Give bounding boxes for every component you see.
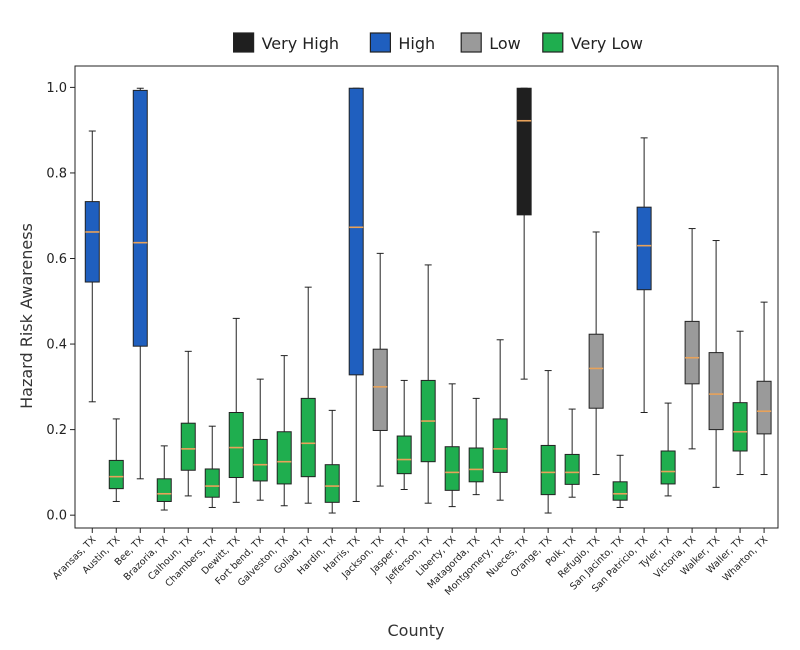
box-14 <box>396 379 412 490</box>
box-9 <box>276 355 292 507</box>
box-body <box>588 333 604 409</box>
box-body <box>492 418 508 473</box>
box-body <box>564 453 580 485</box>
box-body <box>348 87 364 376</box>
box-5 <box>180 350 196 497</box>
y-tick-label-0: 0.0 <box>46 509 67 524</box>
box-2 <box>108 418 124 502</box>
legend-label: Very High <box>262 34 339 53</box>
y-tick-label-5: 1.0 <box>46 81 67 96</box>
box-21 <box>564 408 580 498</box>
legend-item-1: Very High <box>233 32 339 53</box>
box-body <box>132 89 148 347</box>
box-3 <box>132 87 148 480</box>
box-8 <box>252 378 268 501</box>
box-body <box>444 446 460 491</box>
box-body <box>516 87 532 216</box>
legend-swatch <box>542 32 564 53</box>
box-16 <box>444 383 460 508</box>
box-body <box>732 402 748 452</box>
plot-frame <box>74 65 779 529</box>
box-body <box>180 422 196 471</box>
box-7 <box>228 317 244 503</box>
box-body <box>660 450 676 485</box>
box-28 <box>732 330 748 476</box>
box-26 <box>684 228 700 450</box>
box-27 <box>708 240 724 488</box>
y-tick-label-2: 0.4 <box>46 338 67 353</box>
box-body <box>708 352 724 431</box>
y-tick-label-4: 0.8 <box>46 166 67 181</box>
legend-item-2: High <box>369 32 435 53</box>
y-axis: 0.0 0.2 0.4 0.6 0.8 1.0 <box>46 81 75 524</box>
box-body <box>756 380 772 435</box>
box-25 <box>660 402 676 497</box>
chart-legend: Very High High Low Very Low <box>233 32 643 53</box>
box-body <box>228 412 244 479</box>
box-19 <box>516 87 532 380</box>
legend-label: Very Low <box>571 34 643 53</box>
box-20 <box>540 370 556 514</box>
legend-item-4: Very Low <box>542 32 643 53</box>
legend-swatch <box>369 32 391 53</box>
box-body <box>156 478 172 502</box>
box-body <box>636 206 652 291</box>
box-body <box>276 431 292 485</box>
box-13 <box>372 252 388 487</box>
y-tick-label-1: 0.2 <box>46 423 67 438</box>
box-15 <box>420 264 436 504</box>
box-body <box>204 468 220 498</box>
box-body <box>324 464 340 503</box>
box-1 <box>84 130 100 403</box>
box-6 <box>204 425 220 508</box>
y-tick-label-3: 0.6 <box>46 252 67 267</box>
box-4 <box>156 445 172 511</box>
box-series <box>84 87 772 514</box>
box-body <box>372 348 388 431</box>
box-23 <box>612 454 628 508</box>
box-22 <box>588 231 604 476</box>
box-body <box>468 447 484 483</box>
box-body <box>612 481 628 501</box>
box-body <box>108 459 124 490</box>
legend-label: High <box>398 34 435 53</box>
box-body <box>396 435 412 475</box>
legend-swatch <box>233 32 255 53</box>
x-axis-label: County <box>388 621 445 640</box>
box-body <box>84 201 100 283</box>
box-24 <box>636 137 652 413</box>
box-body <box>684 320 700 385</box>
box-10 <box>300 286 316 504</box>
box-17 <box>468 397 484 496</box>
box-body <box>300 397 316 478</box>
legend-item-3: Low <box>460 32 521 53</box>
box-12 <box>348 87 364 502</box>
box-29 <box>756 301 772 476</box>
legend-label: Low <box>489 34 521 53</box>
box-body <box>252 438 268 482</box>
box-11 <box>324 409 340 514</box>
box-body <box>540 444 556 496</box>
legend-swatch <box>460 32 482 53</box>
box-18 <box>492 339 508 501</box>
y-axis-label: Hazard Risk Awareness <box>17 223 36 409</box>
